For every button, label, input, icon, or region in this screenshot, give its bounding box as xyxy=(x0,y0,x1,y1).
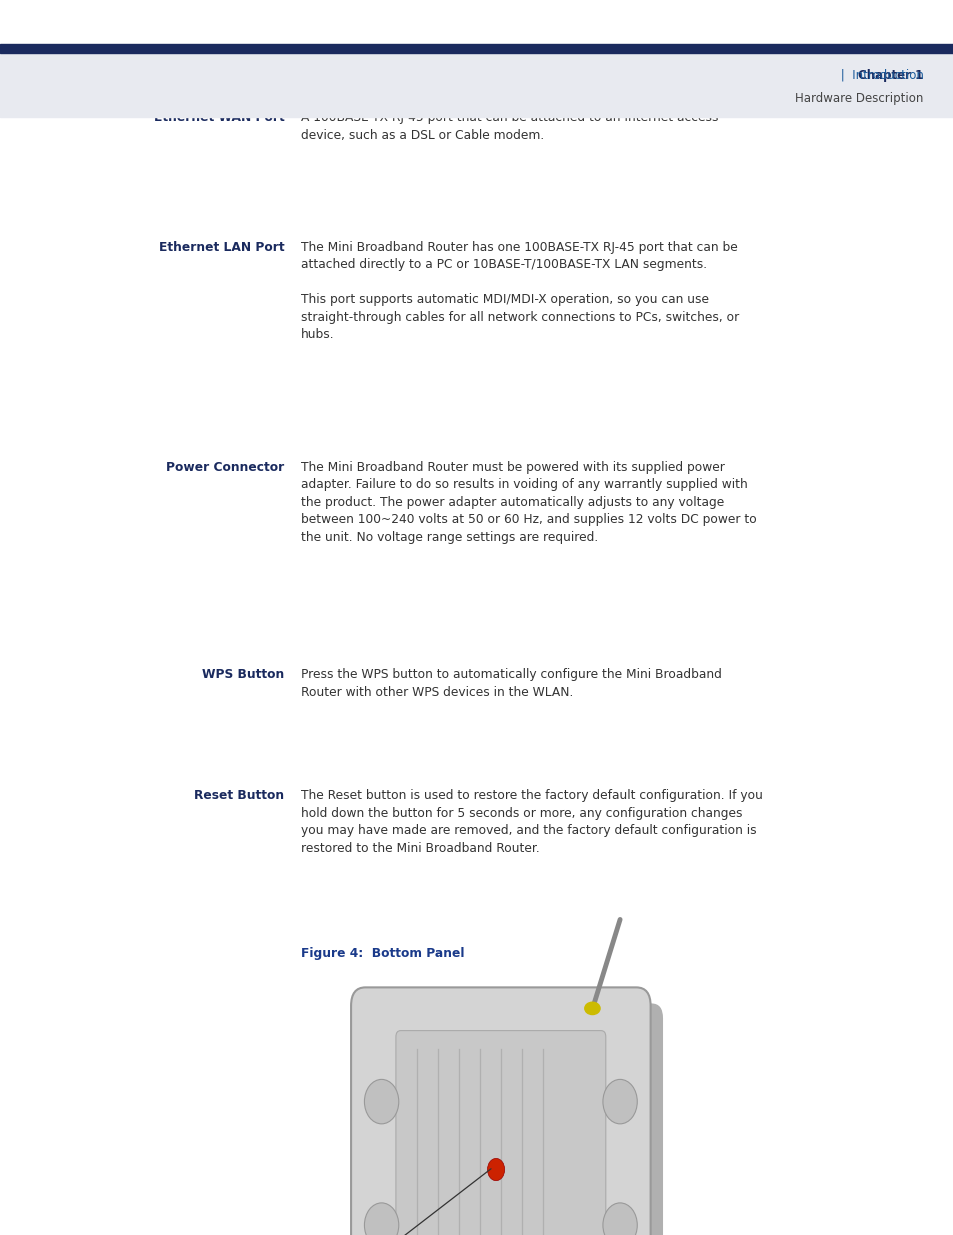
Text: Figure 4:  Bottom Panel: Figure 4: Bottom Panel xyxy=(300,947,463,961)
FancyBboxPatch shape xyxy=(395,1030,605,1235)
Text: The Reset button is used to restore the factory default configuration. If you
ho: The Reset button is used to restore the … xyxy=(300,789,761,855)
Circle shape xyxy=(364,1079,398,1124)
Text: Ethernet WAN Port: Ethernet WAN Port xyxy=(153,111,284,125)
Text: |  Introduction: | Introduction xyxy=(805,69,923,82)
Text: Chapter 1: Chapter 1 xyxy=(858,69,923,82)
Text: Reset Button: Reset Button xyxy=(194,789,284,803)
Circle shape xyxy=(602,1203,637,1235)
Ellipse shape xyxy=(584,1003,599,1015)
Text: WPS Button: WPS Button xyxy=(202,668,284,682)
Text: Hardware Description: Hardware Description xyxy=(794,93,923,105)
Circle shape xyxy=(602,1079,637,1124)
Text: A 100BASE-TX RJ-45 port that can be attached to an Internet access
device, such : A 100BASE-TX RJ-45 port that can be atta… xyxy=(300,111,718,142)
Text: The Mini Broadband Router must be powered with its supplied power
adapter. Failu: The Mini Broadband Router must be powere… xyxy=(300,461,756,543)
Circle shape xyxy=(364,1203,398,1235)
Text: The Mini Broadband Router has one 100BASE-TX RJ-45 port that can be
attached dir: The Mini Broadband Router has one 100BAS… xyxy=(300,241,738,341)
Text: Power Connector: Power Connector xyxy=(166,461,284,474)
Bar xyxy=(0,53,953,117)
Text: Press the WPS button to automatically configure the Mini Broadband
Router with o: Press the WPS button to automatically co… xyxy=(300,668,720,699)
FancyBboxPatch shape xyxy=(351,988,650,1235)
Text: Ethernet LAN Port: Ethernet LAN Port xyxy=(158,241,284,254)
Text: –  24  –: – 24 – xyxy=(455,1202,498,1214)
FancyBboxPatch shape xyxy=(363,1003,662,1235)
Circle shape xyxy=(487,1158,504,1181)
Bar xyxy=(0,44,953,53)
